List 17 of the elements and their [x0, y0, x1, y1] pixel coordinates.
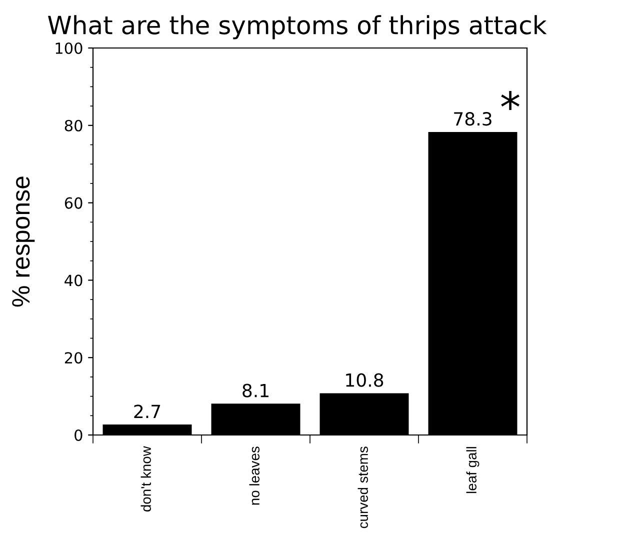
data-label: 2.7 [134, 404, 160, 418]
x-tick-label: leaf gall [466, 447, 480, 494]
data-label: 10.8 [346, 373, 384, 387]
x-tick-label: no leaves [249, 446, 260, 505]
y-tick-label: 40 [64, 274, 82, 286]
x-tick-label: curved stems [358, 446, 368, 528]
x-tick-label: don't know [140, 446, 151, 512]
y-tick-label: 80 [64, 120, 82, 132]
y-tick-label: 100 [56, 42, 82, 54]
y-tick-label: 60 [64, 197, 82, 209]
data-label: 78.3 [454, 112, 492, 126]
y-tick-label: 0 [74, 429, 82, 442]
y-axis-title: % response [12, 176, 35, 307]
chart-title: What are the symptoms of thrips attack [48, 15, 547, 40]
data-label: 8.1 [242, 384, 268, 398]
y-tick-label: 20 [64, 352, 82, 364]
annotation: * [501, 91, 520, 110]
